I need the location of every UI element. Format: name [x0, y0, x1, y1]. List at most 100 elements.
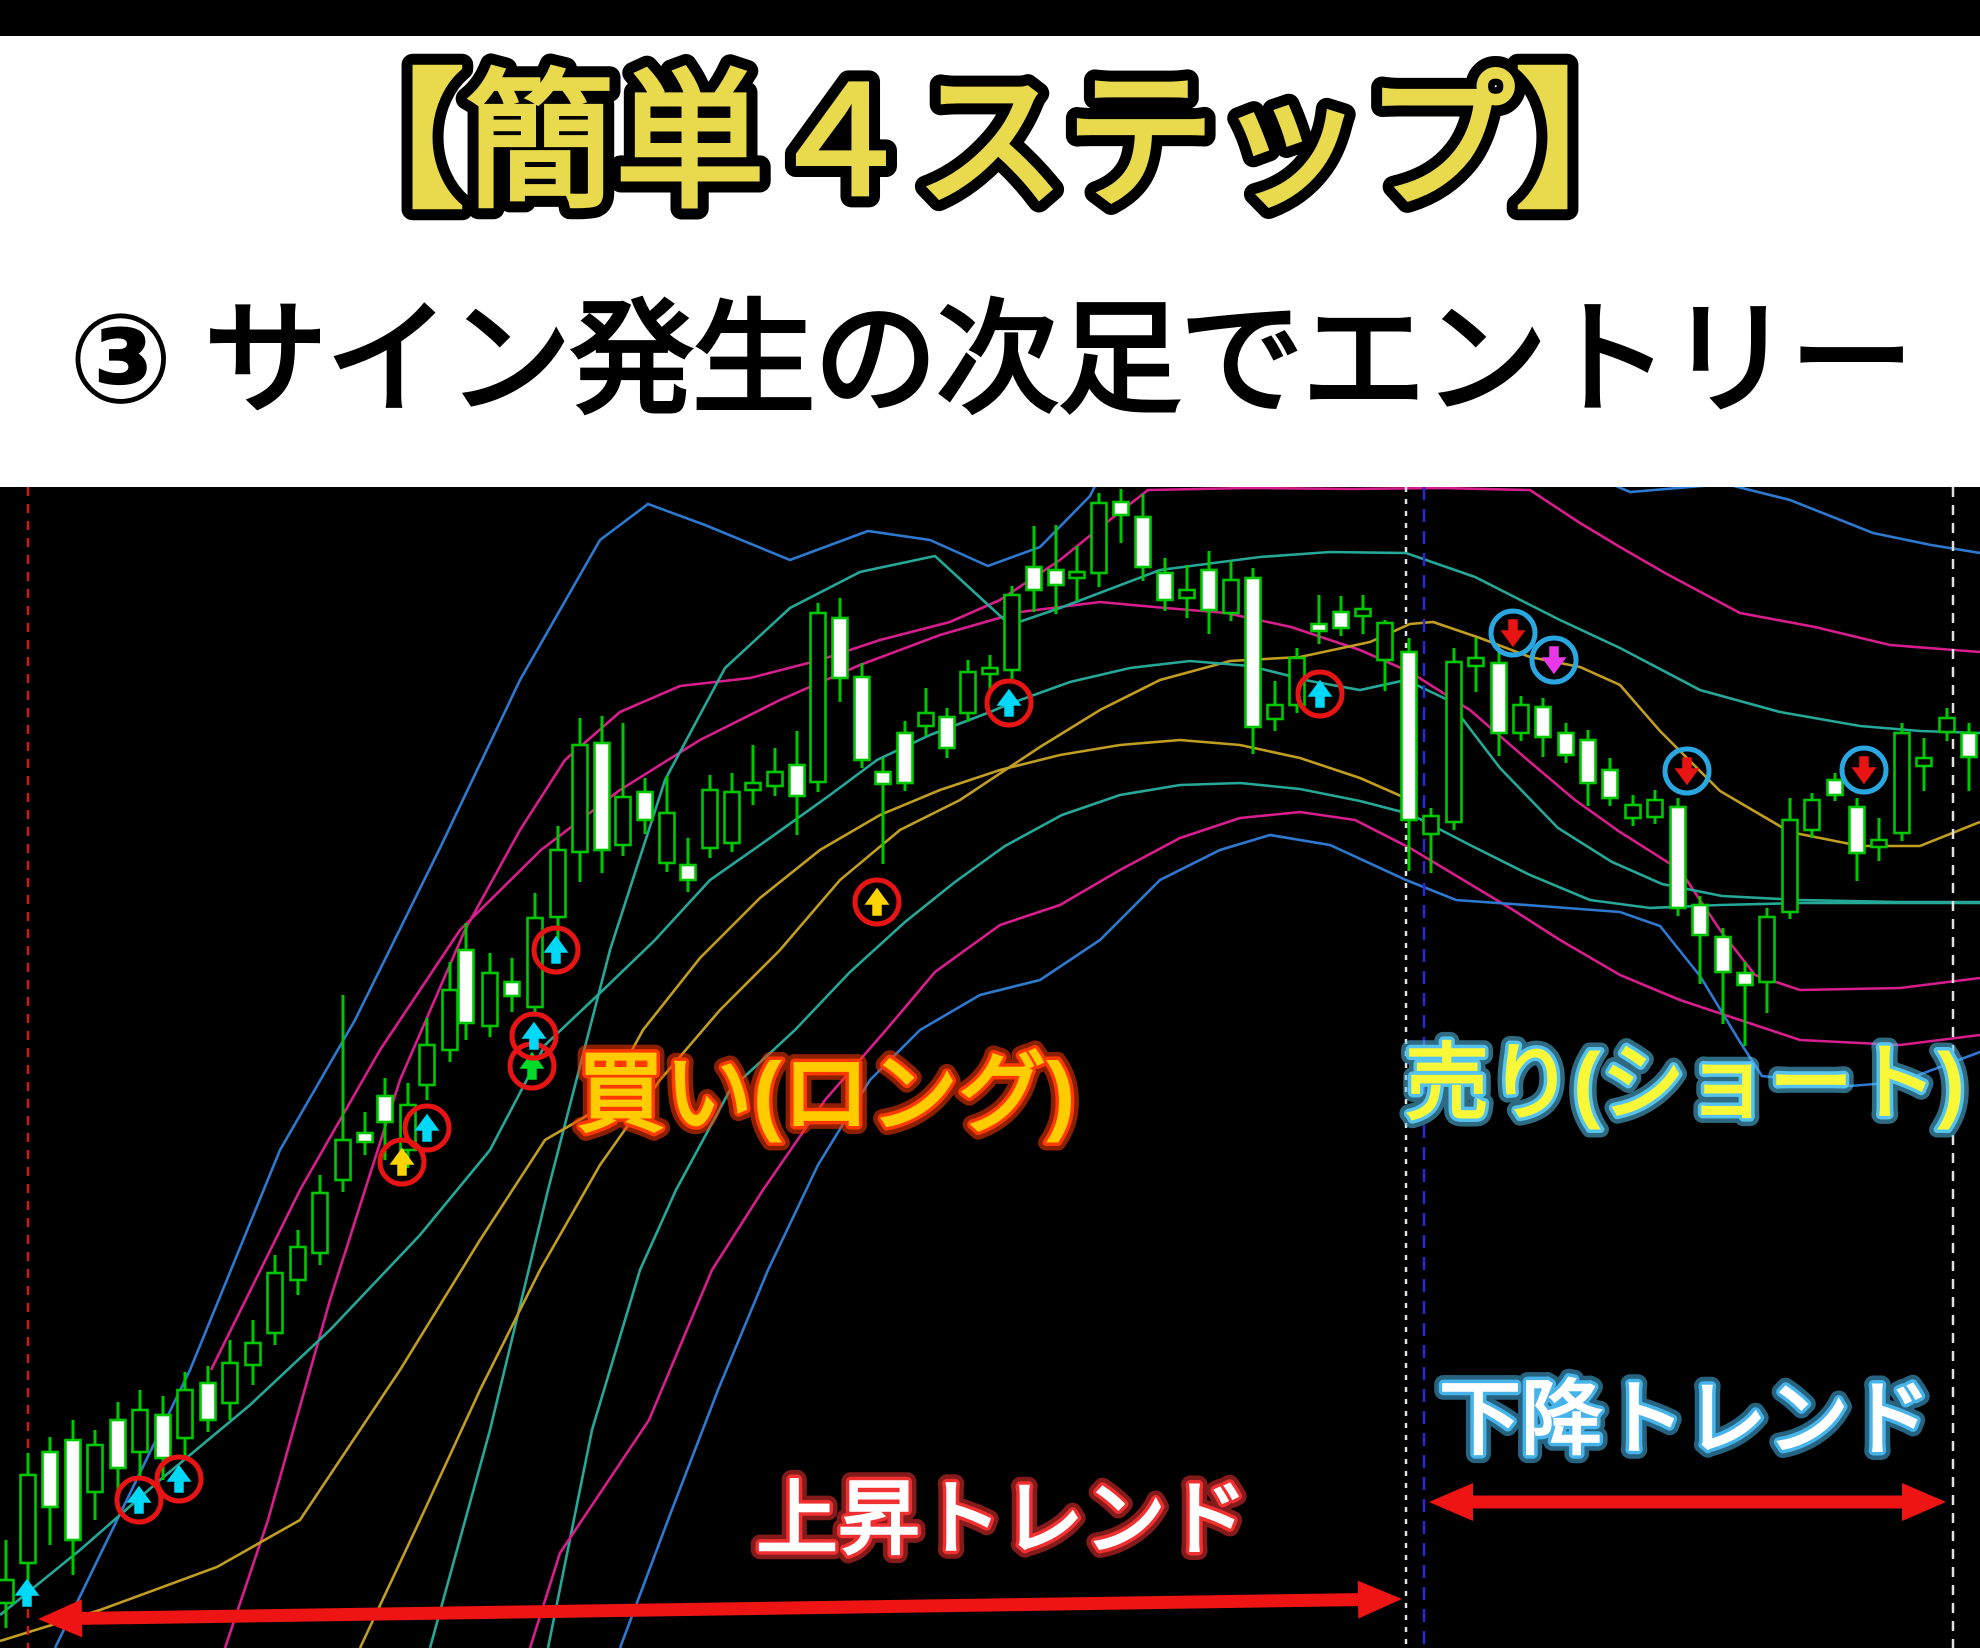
candlestick	[1758, 908, 1776, 1013]
candle-body	[1354, 607, 1372, 618]
candle-body	[244, 1341, 262, 1367]
sell-signal-marker	[1662, 746, 1712, 796]
candle-body	[1156, 571, 1174, 602]
label-text-down: 下降トレンド	[1439, 1374, 1931, 1465]
candle-body	[809, 611, 827, 784]
candle-body	[376, 1094, 394, 1124]
candlestick	[1200, 551, 1218, 634]
candlestick	[19, 1453, 37, 1592]
candlestick	[1025, 526, 1043, 612]
candle-body	[1400, 650, 1418, 822]
candlestick	[1736, 962, 1754, 1046]
signal-circle	[154, 1454, 204, 1504]
candle-body	[853, 675, 871, 762]
arrow-up-icon	[414, 1113, 440, 1142]
candlestick	[1557, 723, 1575, 763]
candle-body	[636, 790, 654, 822]
arrow-up-icon	[166, 1464, 192, 1493]
candlestick	[636, 778, 654, 834]
candle-body	[658, 811, 676, 865]
candle-body	[1758, 915, 1776, 984]
candlestick	[701, 775, 719, 858]
chart-canvas: 買い(ロング)買い(ロング) 売り(ショート)売り(ショート) 上昇トレンド上昇トレ…	[0, 487, 1980, 1648]
signal-circle	[1529, 635, 1579, 685]
arrow-down-icon	[1674, 757, 1700, 786]
candle-body	[1467, 656, 1485, 668]
candle-body	[334, 1138, 352, 1182]
candle-body	[938, 715, 956, 750]
candle-body	[109, 1418, 127, 1470]
candlestick	[86, 1430, 104, 1520]
candlestick	[1003, 586, 1021, 679]
signal-circle	[984, 678, 1034, 728]
candlestick	[1490, 648, 1508, 756]
arrow-up-icon	[996, 688, 1022, 717]
candle-body	[1579, 738, 1597, 785]
candlestick	[1112, 489, 1130, 543]
candlestick	[917, 688, 935, 736]
label-buy: 買い(ロング)買い(ロング)	[569, 1036, 1084, 1151]
band-line-gold-left	[0, 738, 1411, 1643]
candlestick	[1422, 808, 1440, 873]
candlestick	[831, 598, 849, 702]
candlestick	[744, 745, 762, 805]
candlestick	[244, 1320, 262, 1385]
buy-signal-marker	[852, 877, 902, 927]
arrow-up-icon	[519, 1051, 545, 1080]
label-text-sell: 売り(ショート)	[1405, 1036, 1965, 1130]
candlestick	[1938, 708, 1956, 741]
candle-body	[481, 971, 499, 1028]
candle-body	[1445, 660, 1463, 824]
candlestick	[199, 1366, 217, 1432]
candle-body	[1870, 838, 1888, 849]
sell-signal-marker	[1839, 745, 1889, 795]
candlestick	[418, 1018, 436, 1100]
candlestick	[334, 995, 352, 1192]
candlestick	[1400, 638, 1418, 871]
candle-body	[1422, 814, 1440, 836]
candlestick	[593, 716, 611, 873]
candle-body	[441, 988, 459, 1052]
arrow-up-icon	[14, 1578, 40, 1607]
candle-body	[1090, 501, 1108, 575]
candle-body	[503, 980, 521, 998]
downtrend-range-arrow	[1429, 1483, 1946, 1521]
candlestick	[1512, 696, 1530, 741]
signal-circle	[1295, 669, 1345, 719]
candlestick	[1090, 493, 1108, 587]
candlestick	[1803, 793, 1821, 838]
arrow-up-icon	[543, 935, 569, 964]
signal-circle	[1488, 608, 1538, 658]
candle-body	[1893, 731, 1911, 835]
label-sell: 売り(ショート)売り(ショート)	[1397, 1028, 1973, 1138]
candle-body	[311, 1191, 329, 1255]
buy-signal-marker	[1295, 669, 1345, 719]
buy-signal-marker	[377, 1137, 427, 1187]
candle-body	[1178, 588, 1196, 600]
candlestick	[109, 1402, 127, 1498]
candlestick	[853, 663, 871, 768]
candle-body	[1624, 803, 1642, 820]
candle-body	[896, 731, 914, 785]
candlestick	[614, 723, 632, 856]
trend-arrow-head	[1357, 1580, 1402, 1619]
buy-signal-marker	[114, 1475, 164, 1525]
candle-body	[1332, 610, 1350, 630]
signal-circle	[509, 1011, 559, 1061]
candle-body	[1068, 570, 1086, 580]
candlestick-chart: 買い(ロング) 買い(ロング) 売り(ショート) 売り(ショート) 上昇トレンド 上昇トレ…	[0, 487, 1980, 1648]
candle-body	[1915, 756, 1933, 768]
candlestick	[658, 776, 676, 872]
sell-signal-marker	[1488, 608, 1538, 658]
arrow-up-icon	[126, 1485, 152, 1514]
candle-body	[723, 790, 741, 845]
arrow-up-icon	[864, 887, 890, 916]
candlestick	[1068, 546, 1086, 601]
uptrend-range-arrow	[38, 1580, 1402, 1638]
arrow-down-icon	[1541, 646, 1567, 675]
candle-body	[744, 781, 762, 792]
candlestick	[1244, 568, 1262, 754]
candlestick	[131, 1390, 149, 1478]
signal-circle	[852, 877, 902, 927]
